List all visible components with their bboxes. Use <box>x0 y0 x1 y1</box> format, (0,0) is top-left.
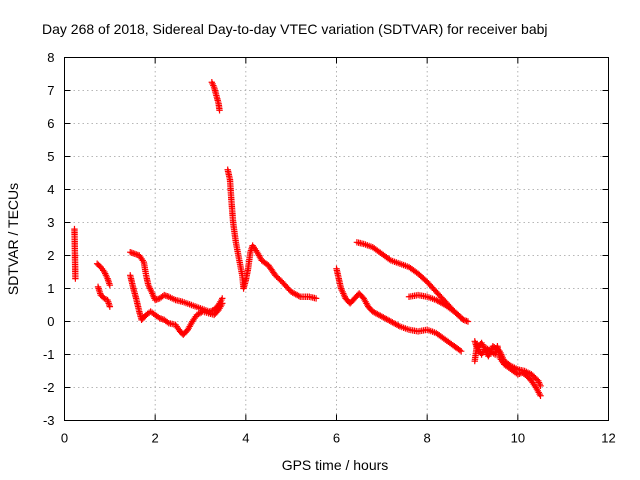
x-tick-labels: 0 2 4 6 8 10 12 <box>61 431 616 446</box>
data-point <box>537 392 544 399</box>
y-tick-label: -3 <box>43 413 55 428</box>
y-tick-label: 1 <box>47 281 54 296</box>
x-tick-label: 12 <box>601 431 615 446</box>
data-point <box>456 347 464 354</box>
x-tick-label: 2 <box>152 431 159 446</box>
y-tick-labels: -3 -2 -1 0 1 2 3 4 5 6 7 8 <box>43 50 55 428</box>
data-point <box>460 316 467 324</box>
data-point <box>386 256 393 263</box>
data-point <box>164 318 171 326</box>
data-point <box>464 318 472 325</box>
x-tick-label: 8 <box>424 431 431 446</box>
grid <box>64 57 609 421</box>
y-axis-label: SDTVAR / TECUs <box>5 183 21 295</box>
x-tick-label: 0 <box>61 431 68 446</box>
axis-ticks <box>64 57 609 421</box>
x-tick-label: 4 <box>242 431 249 446</box>
data-point <box>457 348 465 355</box>
data-point <box>219 300 226 307</box>
data-point <box>72 275 79 282</box>
y-tick-label: 6 <box>47 116 54 131</box>
data-point <box>106 303 114 310</box>
x-axis-label: GPS time / hours <box>282 457 389 473</box>
y-tick-label: 5 <box>47 149 54 164</box>
data-points <box>71 79 544 399</box>
y-tick-label: 8 <box>47 50 54 65</box>
data-point <box>106 282 114 289</box>
data-point <box>458 315 466 322</box>
y-tick-label: -2 <box>43 380 55 395</box>
chart-title: Day 268 of 2018, Sidereal Day-to-day VTE… <box>42 21 548 37</box>
data-point <box>312 295 320 302</box>
x-tick-label: 10 <box>511 431 525 446</box>
y-tick-label: 0 <box>47 314 54 329</box>
data-point <box>395 322 402 329</box>
y-tick-label: 7 <box>47 83 54 98</box>
data-point <box>537 382 544 390</box>
y-tick-label: 2 <box>47 248 54 263</box>
y-tick-label: 3 <box>47 215 54 230</box>
data-point <box>216 107 223 114</box>
data-point <box>295 292 302 300</box>
y-tick-label: 4 <box>47 182 54 197</box>
y-tick-label: -1 <box>43 347 55 362</box>
x-tick-label: 6 <box>333 431 340 446</box>
